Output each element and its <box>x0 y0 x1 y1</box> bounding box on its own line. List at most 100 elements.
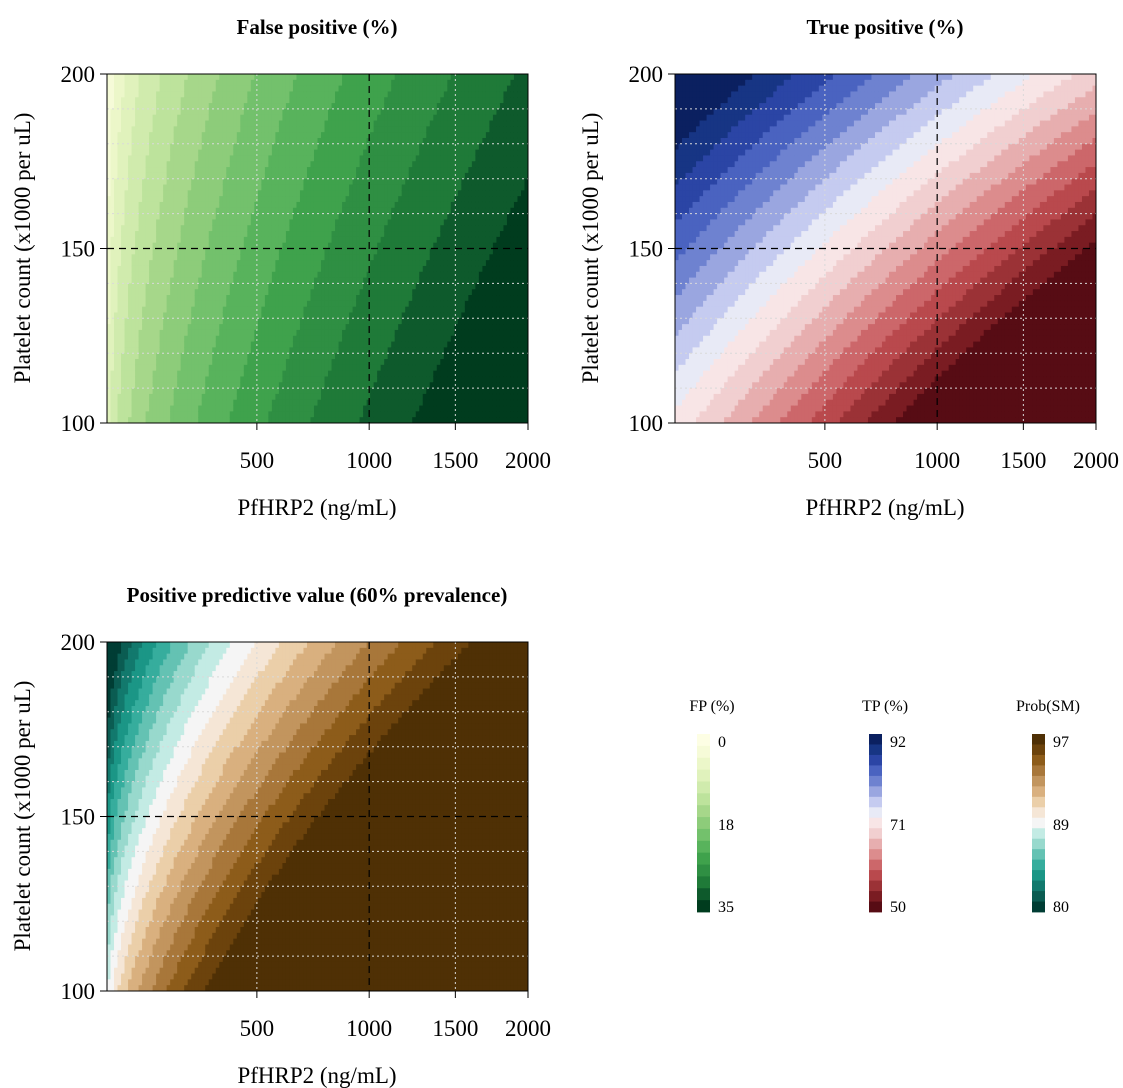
heat-cell <box>208 178 213 186</box>
heat-cell <box>205 347 210 354</box>
heat-cell <box>191 236 196 244</box>
heat-cell <box>394 132 399 139</box>
heat-cell <box>264 312 269 319</box>
heat-cell <box>352 126 357 133</box>
heat-cell <box>163 132 168 139</box>
heat-cell <box>278 271 284 279</box>
heat-cell <box>261 353 266 360</box>
heat-cell <box>352 405 357 412</box>
heat-cell <box>321 300 326 308</box>
heat-cell <box>338 91 343 98</box>
heat-cell <box>380 341 385 348</box>
heat-cell <box>156 318 161 325</box>
heat-cell <box>145 260 150 267</box>
heat-cell <box>177 353 182 360</box>
heat-cell <box>212 347 217 354</box>
heat-cell <box>299 347 305 354</box>
heat-cell <box>282 231 287 238</box>
heat-cell <box>278 184 284 191</box>
heat-cell <box>208 324 213 331</box>
heat-cell <box>159 236 164 244</box>
heat-cell <box>247 207 252 215</box>
heat-cell <box>247 172 252 180</box>
heat-cell <box>313 97 319 104</box>
heat-cell <box>359 388 364 395</box>
heat-cell <box>233 149 238 157</box>
heat-cell <box>145 114 150 122</box>
heat-cell <box>310 137 315 145</box>
heat-cell <box>282 103 287 110</box>
heat-cell <box>226 405 231 412</box>
heat-cell <box>198 236 203 244</box>
heat-cell <box>149 329 154 337</box>
heat-cell <box>191 347 196 354</box>
heat-cell <box>335 149 340 157</box>
heat-cell <box>250 399 255 407</box>
heat-cell <box>198 120 203 127</box>
heat-cell <box>268 283 273 290</box>
heat-cell <box>296 190 301 197</box>
heat-cell <box>352 370 357 378</box>
heat-cell <box>278 149 284 157</box>
heat-cell <box>187 236 192 244</box>
heat-cell <box>384 97 389 104</box>
heat-cell <box>121 143 126 151</box>
heat-cell <box>173 306 178 314</box>
heat-cell <box>194 347 199 354</box>
heat-cell <box>180 225 185 232</box>
heat-cell <box>149 312 154 319</box>
heat-cell <box>215 201 220 209</box>
heat-cell <box>110 225 115 232</box>
heat-cell <box>278 242 284 250</box>
heat-cell <box>264 388 269 395</box>
heat-cell <box>363 207 368 215</box>
heat-cell <box>317 382 322 389</box>
heat-cell <box>138 79 143 87</box>
heat-cell <box>205 399 210 407</box>
heat-cell <box>107 324 112 331</box>
heat-cell <box>250 231 255 238</box>
heat-cell <box>145 359 150 366</box>
heat-cell <box>380 74 385 81</box>
heat-cell <box>359 184 364 191</box>
heat-cell <box>229 318 234 325</box>
heat-cell <box>138 388 143 395</box>
heat-cell <box>110 114 115 122</box>
heat-cell <box>184 85 189 93</box>
heat-cell <box>306 295 312 302</box>
heat-cell <box>135 132 140 139</box>
heat-cell <box>215 329 220 337</box>
heat-cell <box>289 364 294 372</box>
heat-cell <box>352 399 357 407</box>
heat-cell <box>222 335 227 343</box>
heat-cell <box>257 219 262 226</box>
heat-cell <box>356 143 361 151</box>
heat-cell <box>377 120 382 127</box>
heat-cell <box>349 300 354 308</box>
heat-cell <box>289 219 294 226</box>
heat-cell <box>173 132 178 139</box>
heat-cell <box>159 219 164 226</box>
heat-cell <box>187 335 192 343</box>
heat-cell <box>201 318 206 325</box>
heat-cell <box>342 295 347 302</box>
heat-cell <box>194 399 199 407</box>
heat-cell <box>243 161 248 168</box>
heat-cell <box>285 137 291 145</box>
heat-cell <box>313 213 319 221</box>
heat-cell <box>142 190 147 197</box>
heat-cell <box>282 213 287 221</box>
heat-cell <box>219 172 224 180</box>
heat-cell <box>240 347 245 354</box>
heat-cell <box>289 178 294 186</box>
heat-cell <box>387 329 392 337</box>
heat-cell <box>163 283 168 290</box>
heat-cell <box>394 120 399 127</box>
heat-cell <box>384 225 389 232</box>
heat-cell <box>184 126 189 133</box>
heat-cell <box>278 388 284 395</box>
heat-cell <box>135 74 140 81</box>
heat-cell <box>352 149 357 157</box>
heat-cell <box>335 254 340 261</box>
heat-cell <box>131 190 136 197</box>
